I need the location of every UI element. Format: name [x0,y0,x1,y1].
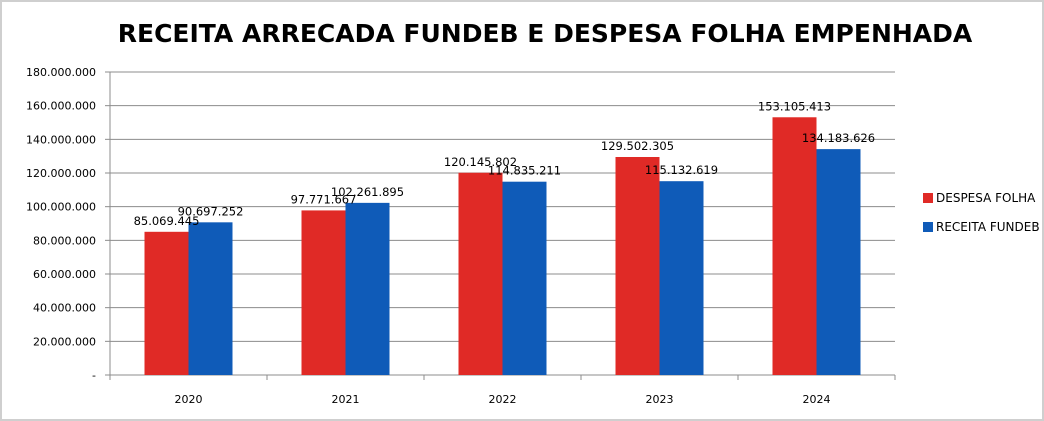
data-label: 97.771.667 [291,192,357,206]
x-tick-label: 2024 [803,393,831,406]
data-label: 85.069.445 [134,214,200,228]
axes: - 20.000.000 40.000.000 60.000.000 80.000.00… [26,66,896,406]
data-label: 115.132.619 [645,163,718,177]
x-tick-label: 2020 [175,393,203,406]
bar [144,231,189,375]
y-tick-label: 20.000.000 [33,335,96,348]
y-tick-label: 60.000.000 [33,268,96,281]
data-label: 114.835.211 [488,164,561,178]
bar [615,157,660,375]
data-label: 90.697.252 [178,204,244,218]
bar [188,222,233,375]
legend-swatch [923,193,933,203]
y-tick-label: 100.000.000 [26,201,96,214]
y-tick-label: - [92,369,96,382]
y-tick-label: 80.000.000 [33,234,96,247]
bar [816,149,861,375]
y-tick-label: 160.000.000 [26,100,96,113]
bar [502,181,547,375]
y-tick-label: 40.000.000 [33,302,96,315]
x-tick-label: 2021 [332,393,360,406]
data-label: 129.502.305 [601,139,674,153]
data-labels: 85.069.445 97.771.667 120.145.802 129.502.3… [134,99,876,228]
bar [772,117,817,375]
legend-swatch [923,222,933,232]
legend: DESPESA FOLHA RECEITA FUNDEB [923,191,1040,234]
legend-label: RECEITA FUNDEB [936,220,1040,234]
bar [345,202,390,375]
x-tick-label: 2023 [646,393,674,406]
data-label: 102.261.895 [331,185,404,199]
legend-label: DESPESA FOLHA [936,191,1036,205]
x-tick-label: 2022 [489,393,517,406]
y-tick-label: 140.000.000 [26,133,96,146]
chart-title: RECEITA ARRECADA FUNDEB E DESPESA FOLHA … [118,19,973,48]
y-tick-label: 120.000.000 [26,167,96,180]
data-label: 120.145.802 [444,155,517,169]
bar [458,172,503,375]
bar [301,210,346,375]
data-label: 134.183.626 [802,131,875,145]
bar [659,181,704,375]
bars [144,117,861,375]
data-label: 153.105.413 [758,99,831,113]
y-tick-label: 180.000.000 [26,66,96,79]
